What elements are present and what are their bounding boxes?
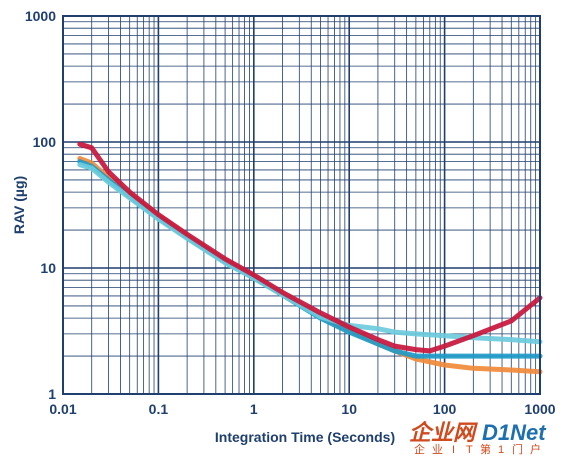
x-tick-labels: 0.01 0.1 1 10 100 1000 [49,401,555,417]
watermark-sub-2: 业 [432,443,443,456]
watermark-sub-6: 1 [498,444,504,456]
x-tick-label: 10 [341,401,357,417]
x-tick-label: 100 [433,401,457,417]
x-tick-label: 0.01 [49,401,76,417]
watermark-sub-1: 企 [414,442,425,456]
watermark-sub-4: T [466,444,473,456]
watermark-sub-3: I [452,444,455,456]
y-tick-label: 100 [33,134,57,150]
series-line-4 [77,141,543,354]
plot-frame [62,15,541,395]
watermark: 企 业 网 D1Net 企 业 I T 第 1 门 户 [409,420,547,456]
watermark-sub-7: 门 [512,442,523,456]
watermark-char-3: 网 [453,420,478,445]
watermark-char-2: 业 [431,420,456,445]
series-group [77,141,543,375]
watermark-sub-5: 第 [480,442,491,456]
y-tick-label: 1000 [25,8,56,24]
watermark-brand: D1Net [482,420,547,445]
watermark-char-1: 企 [409,420,434,445]
y-tick-label: 1 [48,386,56,402]
x-tick-label: 1 [250,401,258,417]
x-tick-label: 1000 [524,401,555,417]
x-axis-title: Integration Time (Seconds) [215,429,395,445]
series-line-3 [77,162,543,345]
y-tick-label: 10 [40,260,56,276]
x-tick-label: 0.1 [149,401,169,417]
y-axis-title: RAV (µg) [11,176,27,234]
y-tick-labels: 1 10 100 1000 [25,8,56,402]
watermark-sub-8: 户 [530,442,541,456]
